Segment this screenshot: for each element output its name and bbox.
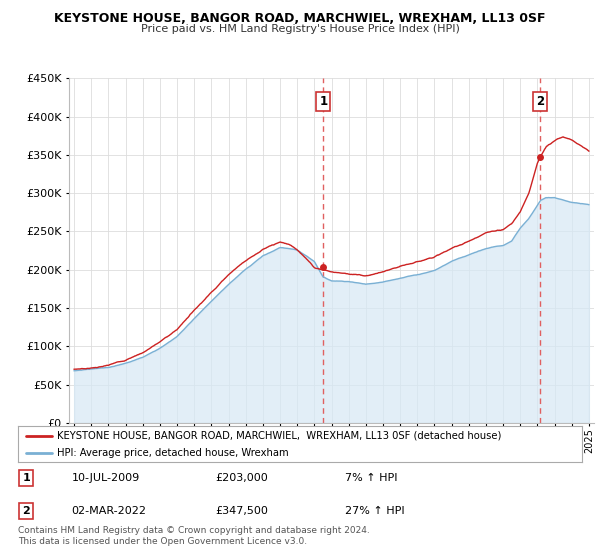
Text: 1: 1 [23, 473, 31, 483]
Text: Contains HM Land Registry data © Crown copyright and database right 2024.
This d: Contains HM Land Registry data © Crown c… [18, 526, 370, 546]
Text: 7% ↑ HPI: 7% ↑ HPI [345, 473, 398, 483]
Text: Price paid vs. HM Land Registry's House Price Index (HPI): Price paid vs. HM Land Registry's House … [140, 24, 460, 34]
Text: 10-JUL-2009: 10-JUL-2009 [71, 473, 140, 483]
Text: £203,000: £203,000 [215, 473, 268, 483]
Text: HPI: Average price, detached house, Wrexham: HPI: Average price, detached house, Wrex… [58, 448, 289, 458]
Text: 02-MAR-2022: 02-MAR-2022 [71, 506, 146, 516]
Text: £347,500: £347,500 [215, 506, 268, 516]
Text: 2: 2 [23, 506, 31, 516]
Text: 27% ↑ HPI: 27% ↑ HPI [345, 506, 405, 516]
Text: 2: 2 [536, 95, 544, 108]
Text: 1: 1 [319, 95, 328, 108]
Text: KEYSTONE HOUSE, BANGOR ROAD, MARCHWIEL,  WREXHAM, LL13 0SF (detached house): KEYSTONE HOUSE, BANGOR ROAD, MARCHWIEL, … [58, 431, 502, 441]
Text: KEYSTONE HOUSE, BANGOR ROAD, MARCHWIEL, WREXHAM, LL13 0SF: KEYSTONE HOUSE, BANGOR ROAD, MARCHWIEL, … [54, 12, 546, 25]
